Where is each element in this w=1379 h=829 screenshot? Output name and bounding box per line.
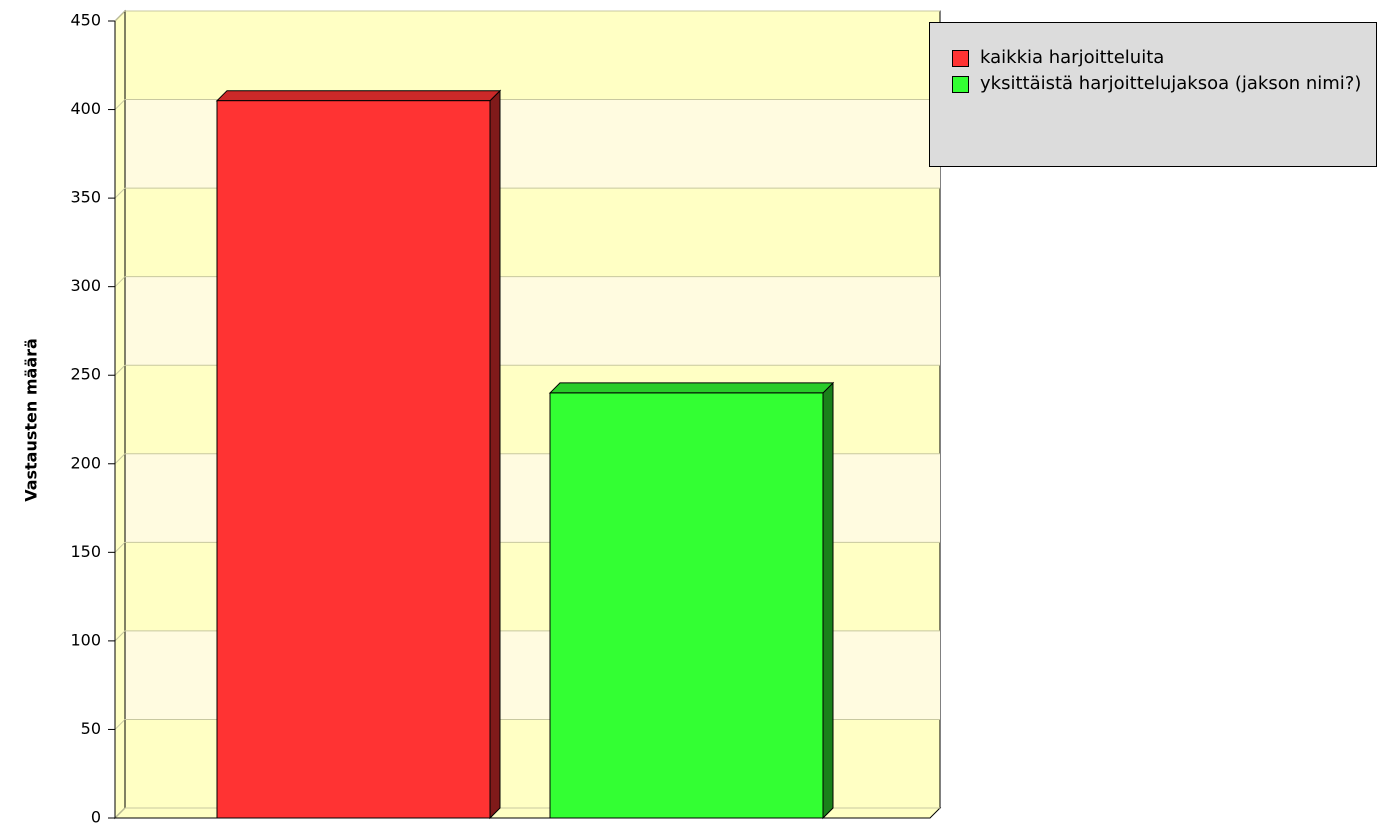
y-tick-label: 250	[70, 365, 101, 384]
y-tick-label: 350	[70, 188, 101, 207]
legend: kaikkia harjoitteluita yksittäistä harjoi…	[929, 22, 1377, 167]
grid-line	[114, 276, 126, 288]
grid-line	[114, 453, 126, 465]
y-tick-label: 450	[70, 11, 101, 30]
legend-swatch	[952, 50, 969, 67]
legend-swatch	[952, 76, 969, 93]
bar-side	[822, 381, 834, 820]
y-tick-label: 0	[91, 808, 101, 827]
legend-label: kaikkia harjoitteluita	[980, 47, 1165, 68]
grid-line	[114, 541, 126, 553]
y-tick-label: 50	[81, 719, 101, 738]
grid-line	[114, 807, 126, 819]
grid-line	[114, 10, 126, 22]
grid-line	[114, 99, 126, 110]
left-wall	[114, 9, 126, 820]
y-axis-label: Vastausten määrä	[22, 338, 41, 502]
y-tick-label: 100	[70, 630, 101, 649]
legend-entry: kaikkia harjoitteluita	[952, 45, 1370, 71]
y-tick-label: 200	[70, 453, 101, 472]
grid-line	[114, 719, 126, 730]
bar-top	[548, 382, 835, 394]
y-tick-label: 150	[70, 542, 101, 561]
legend-entry: yksittäistä harjoittelujaksoa (jakson ni…	[952, 71, 1370, 97]
bar-side	[489, 89, 501, 820]
legend-label: yksittäistä harjoittelujaksoa (jakson ni…	[980, 73, 1362, 94]
grid-line	[114, 630, 126, 642]
bar-top	[215, 90, 502, 102]
bar	[549, 392, 824, 819]
grid-line	[114, 187, 126, 199]
y-tick-label: 400	[70, 99, 101, 118]
bar	[216, 100, 491, 819]
y-tick-label: 300	[70, 276, 101, 295]
grid-line	[114, 364, 126, 376]
